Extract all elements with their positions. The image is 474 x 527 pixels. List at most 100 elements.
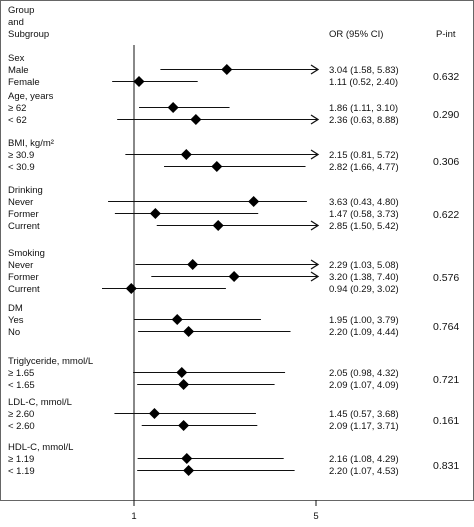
or-ci-text: 2.05 (0.98, 4.32) (329, 368, 399, 379)
row-label: < 30.9 (8, 162, 35, 173)
subgroup-title: DM (8, 303, 23, 314)
or-ci-text: 2.20 (1.09, 4.44) (329, 327, 399, 338)
subgroup-block: Age, years 0.290 ≥ 62 1.86 (1.11, 3.10) < 62… (8, 91, 459, 126)
p-int-value: 0.306 (433, 156, 459, 168)
or-ci-text: 2.20 (1.07, 4.53) (329, 466, 399, 477)
header-group-line1: Group (8, 5, 34, 16)
or-ci-text: 3.63 (0.43, 4.80) (329, 197, 399, 208)
or-ci-text: 1.11 (0.52, 2.40) (329, 77, 398, 88)
p-int-value: 0.831 (433, 460, 459, 472)
or-point-marker (190, 114, 202, 125)
row-label: < 2.60 (8, 421, 35, 432)
subgroup-title: Drinking (8, 185, 43, 196)
or-point-marker (212, 220, 224, 231)
or-point-marker (148, 408, 160, 419)
subgroup-title: Sex (8, 53, 25, 64)
p-int-value: 0.721 (433, 374, 459, 386)
or-ci-text: 2.09 (1.17, 3.71) (329, 421, 399, 432)
or-point-marker (125, 283, 137, 294)
or-point-marker (221, 64, 233, 75)
row-label: Female (8, 77, 40, 88)
x-tick-label: 5 (313, 511, 318, 522)
header-or-ci: OR (95% CI) (329, 29, 383, 40)
or-ci-text: 3.04 (1.58, 5.83) (329, 65, 399, 76)
or-ci-text: 1.86 (1.11, 3.10) (329, 103, 398, 114)
or-ci-text: 0.94 (0.29, 3.02) (329, 284, 399, 295)
or-point-marker (180, 149, 192, 160)
row-label: ≥ 1.19 (8, 454, 34, 465)
row-label: Male (8, 65, 29, 76)
row-label: ≥ 1.65 (8, 368, 34, 379)
or-ci-text: 2.36 (0.63, 8.88) (329, 115, 399, 126)
subgroup-block: LDL-C, mmol/L 0.161 ≥ 2.60 1.45 (0.57, 3.68… (8, 397, 459, 432)
header-group-line3: Subgroup (8, 29, 49, 40)
ci-arrow (310, 220, 320, 231)
x-tick-label: 1 (131, 511, 136, 522)
forest-rows: Sex 0.632 Male 3.04 (1.58, 5.83) Female 1.11 … (8, 53, 459, 477)
row-label: < 1.65 (8, 380, 35, 391)
subgroup-title: Age, years (8, 91, 54, 102)
or-point-marker (171, 314, 183, 325)
p-int-value: 0.632 (433, 71, 459, 83)
row-label: Former (8, 272, 39, 283)
row-label: Never (8, 260, 33, 271)
or-point-marker (176, 367, 188, 378)
row-label: ≥ 30.9 (8, 150, 34, 161)
or-point-marker (178, 420, 190, 431)
p-int-value: 0.622 (433, 209, 459, 221)
row-label: ≥ 2.60 (8, 409, 34, 420)
or-ci-text: 1.95 (1.00, 3.79) (329, 315, 399, 326)
or-ci-text: 2.09 (1.07, 4.09) (329, 380, 399, 391)
or-ci-text: 1.45 (0.57, 3.68) (329, 409, 399, 420)
or-point-marker (183, 326, 195, 337)
row-label: < 1.19 (8, 466, 35, 477)
subgroup-title: Triglyceride, mmol/L (8, 356, 93, 367)
or-ci-text: 3.20 (1.38, 7.40) (329, 272, 399, 283)
subgroup-block: BMI, kg/m² 0.306 ≥ 30.9 2.15 (0.81, 5.72) < … (8, 138, 459, 173)
or-point-marker (211, 161, 223, 172)
header-p-int: P-int (436, 29, 456, 40)
or-point-marker (248, 196, 260, 207)
header-group-line2: and (8, 17, 24, 28)
row-label: No (8, 327, 20, 338)
row-label: Never (8, 197, 33, 208)
row-label: ≥ 62 (8, 103, 26, 114)
ci-arrow (310, 271, 320, 282)
or-ci-text: 2.15 (0.81, 5.72) (329, 150, 399, 161)
subgroup-block: Triglyceride, mmol/L 0.721 ≥ 1.65 2.05 (0.9… (8, 356, 459, 391)
or-ci-text: 2.16 (1.08, 4.29) (329, 454, 399, 465)
or-point-marker (133, 76, 145, 87)
subgroup-block: Drinking 0.622 Never 3.63 (0.43, 4.80) Forme… (8, 185, 459, 232)
subgroup-title: HDL-C, mmol/L (8, 442, 73, 453)
or-point-marker (228, 271, 240, 282)
ci-arrow (310, 64, 320, 75)
or-point-marker (181, 453, 193, 464)
or-point-marker (187, 259, 199, 270)
or-point-marker (167, 102, 179, 113)
ci-arrow (310, 259, 320, 270)
row-label: Current (8, 284, 40, 295)
or-ci-text: 2.82 (1.66, 4.77) (329, 162, 399, 173)
p-int-value: 0.290 (433, 109, 459, 121)
or-ci-text: 2.29 (1.03, 5.08) (329, 260, 399, 271)
subgroup-title: BMI, kg/m² (8, 138, 54, 149)
row-label: Current (8, 221, 40, 232)
or-point-marker (149, 208, 161, 219)
subgroup-title: LDL-C, mmol/L (8, 397, 72, 408)
subgroup-block: Smoking 0.576 Never 2.29 (1.03, 5.08) Former… (8, 248, 459, 295)
p-int-value: 0.764 (433, 321, 459, 333)
row-label: Former (8, 209, 39, 220)
or-point-marker (183, 465, 195, 476)
or-ci-text: 1.47 (0.58, 3.73) (329, 209, 399, 220)
p-int-value: 0.161 (433, 415, 459, 427)
subgroup-block: HDL-C, mmol/L 0.831 ≥ 1.19 2.16 (1.08, 4.29… (8, 442, 459, 477)
ci-arrow (310, 114, 320, 125)
row-label: Yes (8, 315, 24, 326)
p-int-value: 0.576 (433, 272, 459, 284)
subgroup-title: Smoking (8, 248, 45, 259)
row-label: < 62 (8, 115, 27, 126)
ci-arrow (310, 149, 320, 160)
subgroup-block: Sex 0.632 Male 3.04 (1.58, 5.83) Female 1.11 … (8, 53, 459, 88)
